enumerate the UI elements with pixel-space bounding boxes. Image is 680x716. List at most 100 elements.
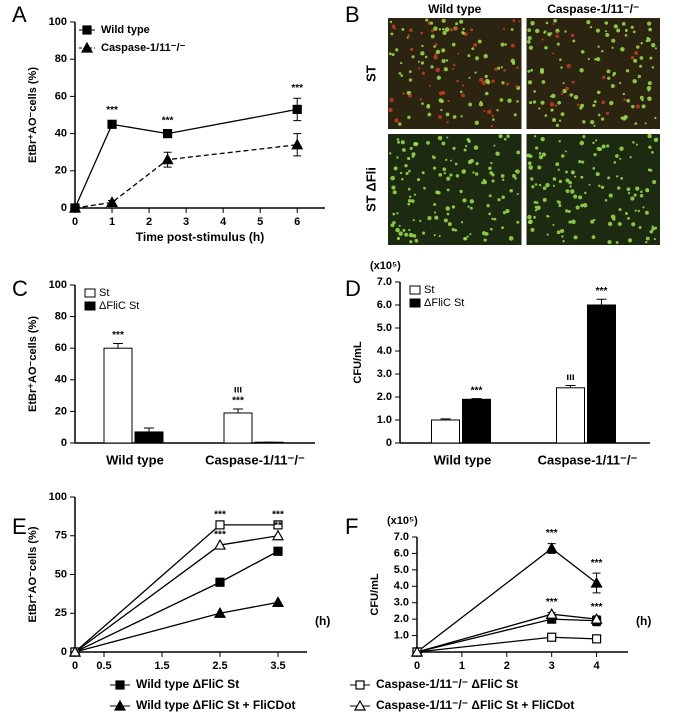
cell: [493, 144, 496, 147]
cell: [549, 95, 552, 98]
cell: [573, 94, 579, 100]
cell: [391, 24, 396, 29]
cell: [558, 140, 561, 143]
cell: [475, 56, 479, 61]
cell: [516, 150, 521, 155]
cell: [651, 227, 655, 231]
error-bar: [113, 342, 123, 349]
cell: [541, 38, 544, 41]
cell: [483, 110, 486, 113]
cell: [654, 226, 658, 230]
cell: [443, 172, 446, 175]
x-tick-label: 2: [504, 660, 510, 672]
cell: [615, 175, 619, 178]
annotation: ***: [591, 558, 603, 569]
y-axis-label: EtBr⁺AO⁻cells (%): [27, 526, 39, 622]
cell: [648, 27, 652, 32]
cell: [647, 81, 652, 86]
error-bar: [233, 408, 243, 413]
cell: [454, 228, 458, 232]
cell: [633, 193, 637, 197]
cell: [587, 57, 590, 61]
cell: [490, 124, 494, 128]
x-tick-label: 4: [220, 216, 227, 228]
cell: [530, 227, 535, 232]
cell: [595, 139, 598, 142]
marker: [545, 542, 558, 554]
cell: [516, 220, 520, 224]
cell: [616, 28, 621, 33]
bar: [103, 347, 133, 444]
cell: [409, 28, 413, 32]
cell: [631, 222, 636, 227]
cell: [610, 84, 615, 88]
cell: [530, 68, 534, 72]
marker: [68, 645, 82, 657]
panel-letter: C: [12, 276, 28, 301]
cell: [634, 122, 638, 125]
annotation: ***: [471, 385, 483, 396]
cell: [593, 218, 596, 222]
series-line: Wild type ΔFliC St + FliCDot: [74, 601, 279, 653]
cell: [452, 68, 455, 71]
bar: [556, 387, 585, 444]
annotation: ***: [214, 530, 226, 541]
cell: [433, 54, 438, 60]
cell: [441, 141, 446, 146]
cell: [434, 215, 439, 220]
cell: [406, 91, 411, 95]
bar: [254, 441, 284, 444]
cell: [445, 112, 450, 117]
cell: [398, 122, 402, 126]
cell: [574, 175, 577, 178]
cell: [564, 150, 567, 153]
cell: [552, 177, 557, 181]
cell: [508, 236, 514, 241]
marker: [68, 201, 82, 213]
cell: [514, 170, 517, 173]
cell: [444, 27, 450, 32]
cell: [630, 55, 635, 60]
cell: [637, 74, 641, 79]
cell: [579, 68, 584, 73]
cell: [463, 237, 467, 241]
cell: [506, 134, 510, 138]
annotation: ***: [596, 286, 608, 297]
cell: [433, 211, 437, 214]
cell: [474, 71, 477, 74]
cell: [491, 179, 495, 183]
cell: [407, 156, 411, 161]
y-tick-label: 60: [55, 90, 67, 102]
annotation: ***: [291, 83, 303, 94]
cell: [433, 26, 438, 31]
cell: [560, 154, 565, 158]
cell: [481, 231, 487, 236]
cell: [454, 26, 458, 31]
cell: [600, 185, 605, 189]
cell: [597, 90, 601, 95]
cell: [407, 34, 411, 38]
panel-letter: D: [345, 276, 361, 301]
cell: [423, 186, 426, 190]
cell: [555, 34, 559, 39]
cell: [540, 136, 545, 142]
cell: [452, 115, 457, 119]
cell: [604, 199, 608, 202]
cell: [421, 71, 425, 75]
cell: [571, 219, 576, 225]
cell: [555, 31, 559, 35]
cell: [651, 225, 654, 228]
cell: [489, 171, 493, 175]
cell: [573, 235, 578, 240]
marker: [590, 612, 603, 624]
cell: [586, 20, 591, 25]
cell: [481, 80, 487, 86]
cell: [546, 215, 549, 218]
cell: [606, 144, 610, 148]
bar: [462, 398, 491, 444]
cell: [581, 160, 585, 164]
x-tick-label: Caspase-1/11⁻/⁻: [538, 452, 638, 467]
series-line: Caspase-1/11⁻/⁻ ΔFliC St: [74, 524, 278, 653]
marker: [590, 576, 603, 588]
cell: [580, 176, 583, 179]
